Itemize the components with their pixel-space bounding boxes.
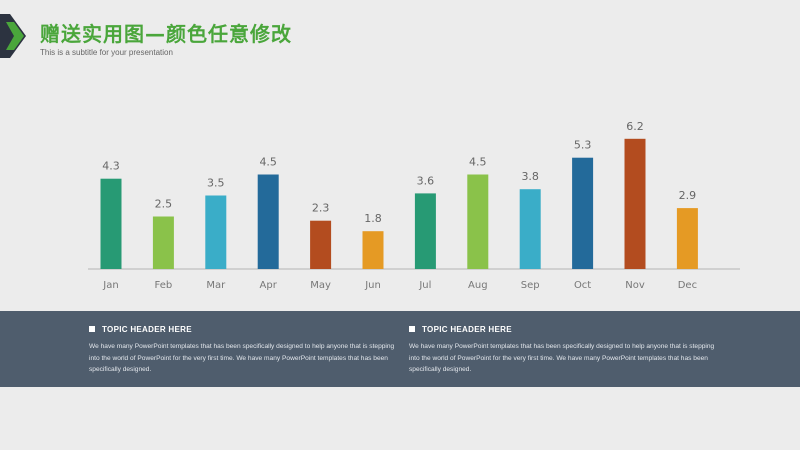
bar-oct [572, 157, 594, 269]
tick-label-feb: Feb [155, 280, 173, 291]
topic-body: We have many PowerPoint templates that h… [89, 343, 395, 373]
bar-may [310, 220, 332, 269]
arrow-logo-icon [0, 14, 26, 58]
data-label-sep: 3.8 [521, 170, 539, 183]
bar-mar [205, 195, 227, 269]
data-label-apr: 4.5 [259, 156, 277, 169]
tick-label-jul: Jul [418, 280, 431, 291]
tick-label-mar: Mar [206, 280, 226, 291]
bar-chart: 4.3 Jan 2.5 Feb 3.5 Mar 4.5 Apr 2.3 May 1.8 Jun 3.6 J… [88, 120, 740, 291]
bar-aug [467, 174, 489, 269]
square-bullet-icon [89, 326, 95, 332]
tick-label-sep: Sep [521, 280, 540, 291]
square-bullet-icon [409, 326, 415, 332]
page-title: 赠送实用图—颜色任意修改 [40, 22, 292, 46]
bar-nov [624, 138, 646, 269]
tick-label-apr: Apr [260, 280, 278, 291]
page-subtitle: This is a subtitle for your presentation [40, 48, 173, 57]
tick-label-aug: Aug [468, 280, 488, 291]
bar-jan [100, 178, 122, 269]
data-label-oct: 5.3 [574, 139, 592, 152]
bar-dec [676, 208, 698, 269]
topic-body: We have many PowerPoint templates that h… [409, 343, 715, 373]
info-band: TOPIC HEADER HERE We have many PowerPoin… [0, 311, 800, 387]
tick-label-oct: Oct [574, 280, 591, 291]
topic-block-left: TOPIC HEADER HERE We have many PowerPoin… [89, 323, 399, 376]
data-label-jun: 1.8 [364, 212, 382, 225]
data-label-mar: 3.5 [207, 177, 225, 190]
topic-block-right: TOPIC HEADER HERE We have many PowerPoin… [409, 323, 719, 376]
bar-apr [257, 174, 279, 269]
data-label-dec: 2.9 [679, 189, 697, 202]
data-label-feb: 2.5 [155, 198, 173, 211]
tick-label-jun: Jun [364, 280, 381, 291]
data-label-aug: 4.5 [469, 156, 487, 169]
tick-label-may: May [310, 280, 331, 291]
data-label-jul: 3.6 [417, 174, 435, 187]
data-label-jan: 4.3 [102, 160, 120, 173]
bar-feb [152, 216, 174, 269]
bar-jul [414, 193, 436, 269]
data-label-may: 2.3 [312, 202, 330, 215]
bar-jun [362, 231, 384, 269]
tick-label-nov: Nov [625, 280, 645, 291]
tick-label-jan: Jan [102, 280, 118, 291]
bar-sep [519, 189, 541, 269]
topic-header: TOPIC HEADER HERE [102, 324, 192, 334]
topic-header: TOPIC HEADER HERE [422, 324, 512, 334]
tick-label-dec: Dec [678, 280, 697, 291]
data-label-nov: 6.2 [626, 120, 644, 133]
